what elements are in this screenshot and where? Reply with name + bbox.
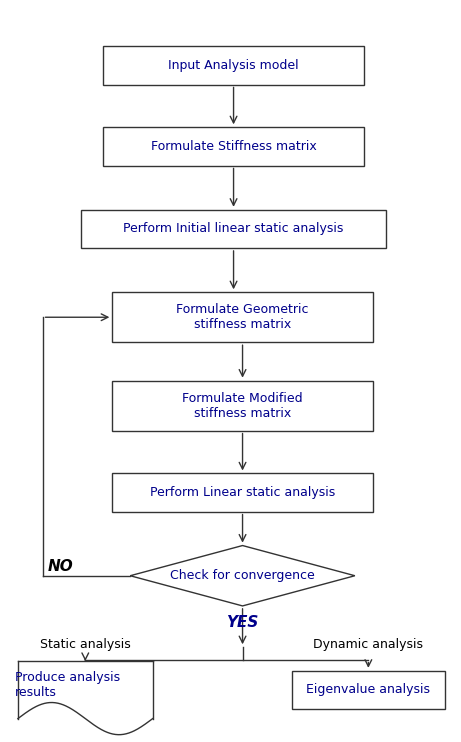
Text: Eigenvalue analysis: Eigenvalue analysis: [307, 683, 431, 697]
Text: Formulate Modified
stiffness matrix: Formulate Modified stiffness matrix: [182, 392, 303, 420]
Text: YES: YES: [226, 615, 259, 631]
FancyBboxPatch shape: [18, 661, 153, 718]
Text: Dynamic analysis: Dynamic analysis: [313, 638, 423, 651]
Text: Perform Linear static analysis: Perform Linear static analysis: [150, 486, 335, 499]
FancyBboxPatch shape: [112, 381, 373, 430]
FancyBboxPatch shape: [81, 210, 386, 248]
FancyBboxPatch shape: [112, 473, 373, 512]
Text: Formulate Stiffness matrix: Formulate Stiffness matrix: [151, 140, 316, 153]
Text: Formulate Geometric
stiffness matrix: Formulate Geometric stiffness matrix: [176, 303, 309, 331]
FancyBboxPatch shape: [292, 671, 445, 709]
Text: Static analysis: Static analysis: [40, 638, 130, 651]
Text: Perform Initial linear static analysis: Perform Initial linear static analysis: [124, 223, 344, 235]
FancyBboxPatch shape: [103, 127, 364, 165]
Text: NO: NO: [47, 559, 73, 574]
Text: Check for convergence: Check for convergence: [170, 569, 315, 582]
FancyBboxPatch shape: [112, 292, 373, 342]
Text: Input Analysis model: Input Analysis model: [168, 59, 299, 72]
FancyBboxPatch shape: [103, 46, 364, 85]
Text: Produce analysis
results: Produce analysis results: [15, 672, 120, 699]
Polygon shape: [130, 545, 355, 606]
